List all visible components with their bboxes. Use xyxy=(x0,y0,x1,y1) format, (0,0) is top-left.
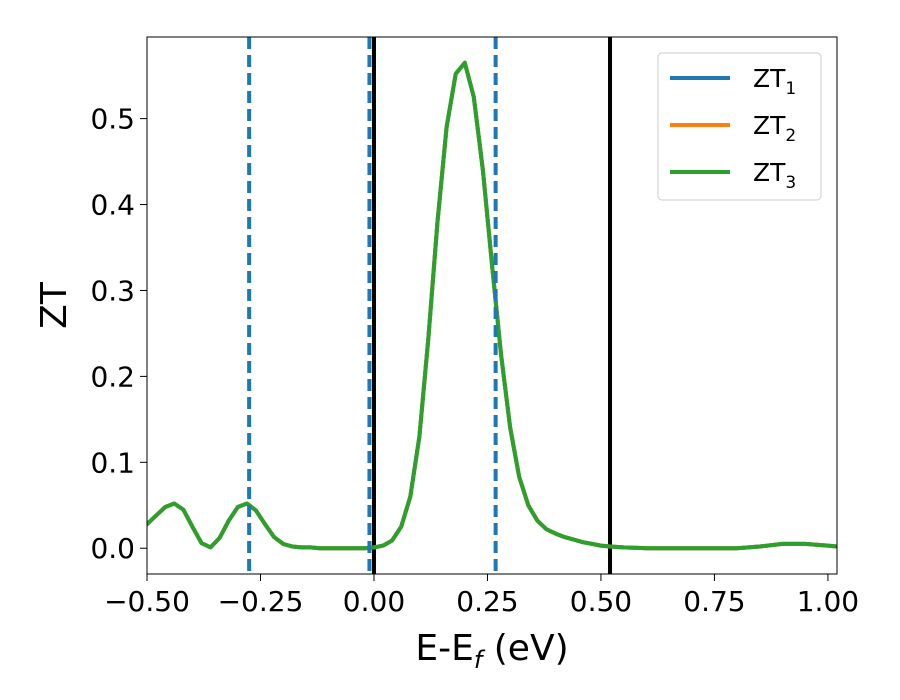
legend-label-1: ZT1 xyxy=(753,64,796,99)
x-tick-label: 0.25 xyxy=(456,585,518,618)
x-axis-label: E-Ef (eV) xyxy=(415,628,568,674)
legend-box xyxy=(657,52,822,201)
legend-label-2: ZT2 xyxy=(753,111,796,146)
x-axis-label-units: (eV) xyxy=(482,628,568,669)
x-tick-label: −0.50 xyxy=(104,585,190,618)
x-axis-label-main: E-E xyxy=(415,628,473,669)
plot-area xyxy=(147,37,837,574)
y-tick-label: 0.5 xyxy=(90,103,135,136)
y-axis-label: ZT xyxy=(34,281,75,329)
series-line-3 xyxy=(147,60,837,551)
plot-frame xyxy=(146,36,838,575)
legend: ZT1 ZT2 ZT3 xyxy=(657,52,822,201)
x-tick-label: 0.00 xyxy=(343,585,405,618)
y-tick-label: 0.4 xyxy=(90,189,135,222)
x-tick-label: 1.00 xyxy=(797,585,859,618)
x-tick-label: 0.75 xyxy=(683,585,745,618)
y-tick-label: 0.1 xyxy=(90,446,135,479)
x-tick-label: 0.50 xyxy=(570,585,632,618)
y-tick-label: 0.2 xyxy=(90,360,135,393)
y-tick-label: 0.0 xyxy=(90,532,135,565)
y-axis: 0.0 0.1 0.2 0.3 0.4 0.5 xyxy=(90,103,147,565)
x-axis: −0.50 −0.25 0.00 0.25 0.50 0.75 1.00 xyxy=(104,574,859,618)
y-tick-label: 0.3 xyxy=(90,274,135,307)
legend-label-3: ZT3 xyxy=(753,158,796,193)
x-tick-label: −0.25 xyxy=(218,585,304,618)
